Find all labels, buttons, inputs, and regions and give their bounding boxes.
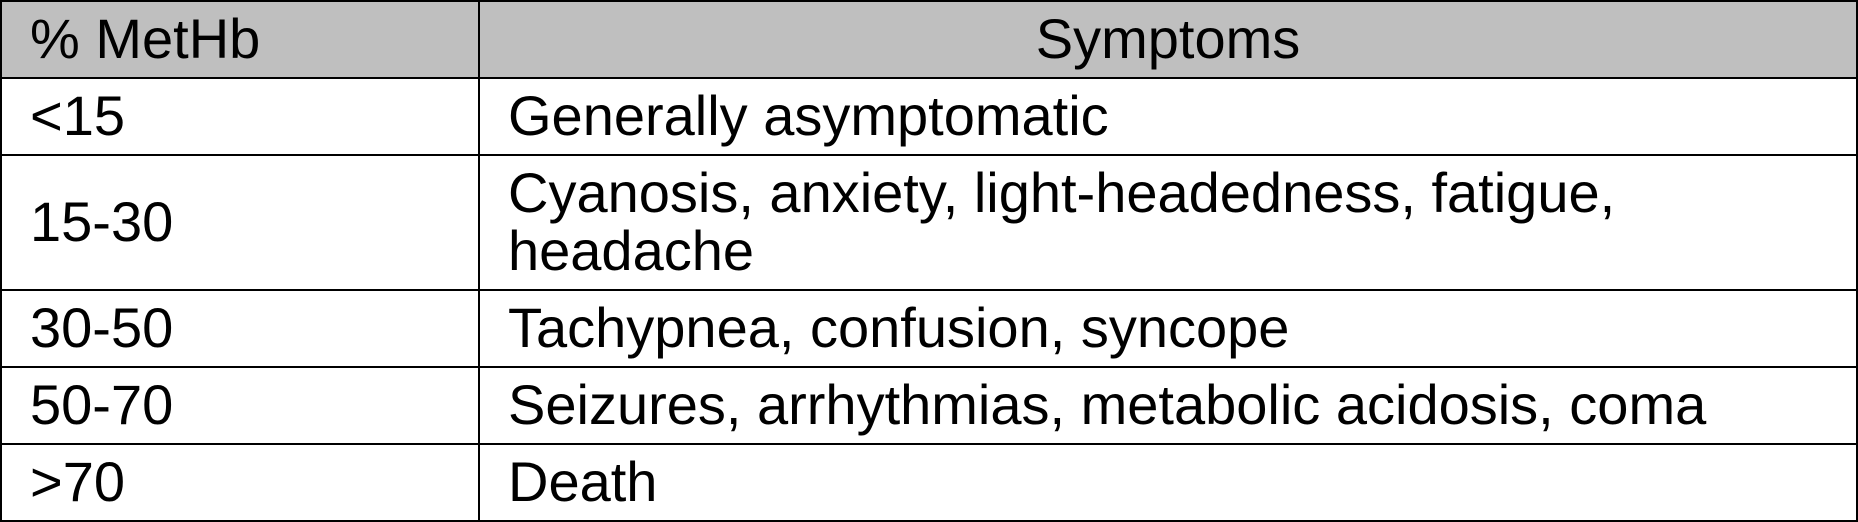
table-row: >70 Death [1,444,1857,521]
cell-symptoms: Death [479,444,1857,521]
table-row: 30-50 Tachypnea, confusion, syncope [1,290,1857,367]
table-header-row: % MetHb Symptoms [1,1,1857,78]
cell-symptoms: Generally asymptomatic [479,78,1857,155]
cell-methb: <15 [1,78,479,155]
cell-symptoms: Tachypnea, confusion, syncope [479,290,1857,367]
cell-methb: 50-70 [1,367,479,444]
methb-symptoms-table: % MetHb Symptoms <15 Generally asymptoma… [0,0,1858,522]
col-header-symptoms: Symptoms [479,1,1857,78]
table-row: 15-30 Cyanosis, anxiety, light-headednes… [1,155,1857,291]
cell-methb: 30-50 [1,290,479,367]
table-row: <15 Generally asymptomatic [1,78,1857,155]
cell-symptoms: Seizures, arrhythmias, metabolic acidosi… [479,367,1857,444]
table-container: % MetHb Symptoms <15 Generally asymptoma… [0,0,1858,522]
cell-symptoms: Cyanosis, anxiety, light-headedness, fat… [479,155,1857,291]
col-header-methb: % MetHb [1,1,479,78]
cell-methb: >70 [1,444,479,521]
cell-methb: 15-30 [1,155,479,291]
table-row: 50-70 Seizures, arrhythmias, metabolic a… [1,367,1857,444]
